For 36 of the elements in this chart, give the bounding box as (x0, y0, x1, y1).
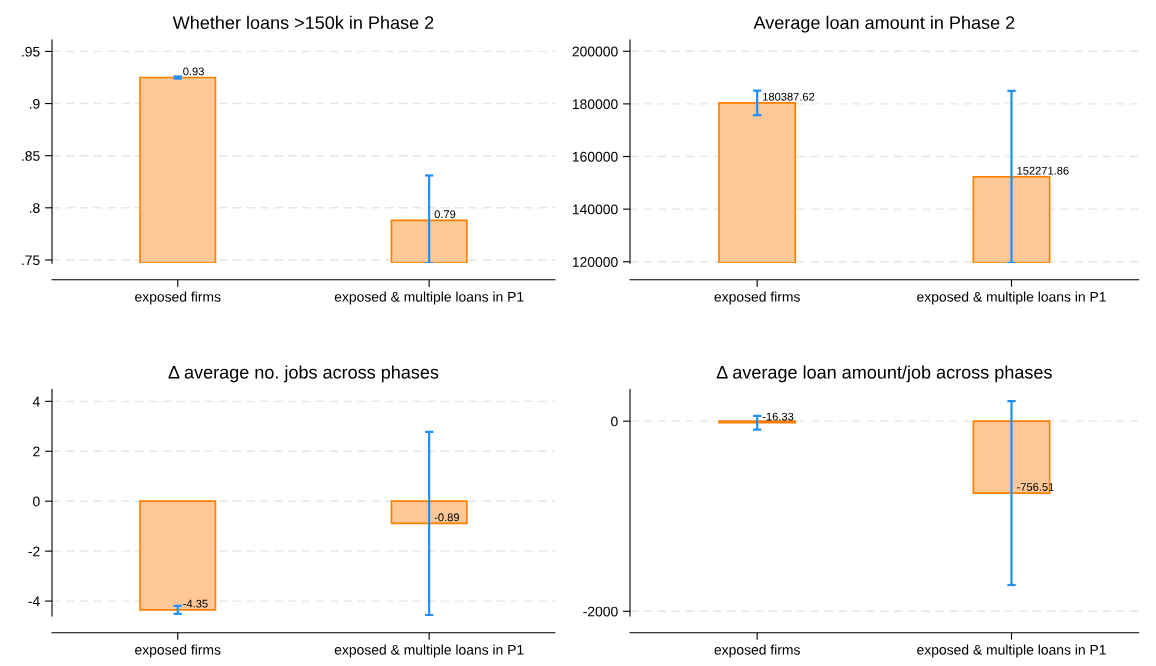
data-label: -4.35 (183, 599, 208, 608)
x-tick-label: exposed firms (135, 644, 221, 658)
x-tick-label: exposed firms (135, 291, 221, 305)
data-label: 180387.62 (763, 92, 815, 101)
data-label: 152271.86 (1017, 166, 1069, 175)
y-tick-label: -2 (28, 546, 40, 557)
x-tick-label: exposed & multiple loans in P1 (334, 644, 524, 658)
y-tick-label: 160000 (572, 151, 618, 162)
chart-title: Δ average loan amount/job across phases (716, 365, 1052, 383)
data-label: -0.89 (434, 513, 459, 522)
y-tick-label: 2 (33, 446, 40, 457)
y-tick-label: 180000 (572, 99, 618, 110)
y-tick-label: 0 (611, 416, 618, 427)
x-tick-label: exposed & multiple loans in P1 (917, 644, 1106, 658)
y-tick-label: 0 (33, 496, 40, 507)
y-tick-label: -4 (28, 596, 40, 607)
x-tick-label: exposed firms (714, 291, 800, 305)
y-tick-label: 140000 (572, 204, 618, 215)
y-tick-label: 4 (32, 396, 40, 407)
chart-title: Whether loans >150k in Phase 2 (172, 15, 434, 30)
chart-title: Average loan amount in Phase 2 (753, 15, 1015, 33)
y-tick-label: 120000 (572, 257, 618, 267)
data-label: -16.33 (762, 412, 794, 421)
data-label: 0.79 (434, 210, 456, 219)
y-tick-label: .9 (29, 98, 40, 109)
y-tick-label: 200000 (572, 46, 618, 57)
y-tick-label: .85 (22, 151, 40, 161)
chart-title: Δ average no. jobs across phases (168, 365, 439, 383)
x-tick-label: exposed & multiple loans in P1 (917, 291, 1106, 305)
y-tick-label: .8 (29, 203, 40, 213)
y-tick-label: .95 (22, 46, 40, 57)
y-tick-label: -2000 (583, 606, 618, 617)
y-tick-label: .75 (22, 255, 40, 266)
x-tick-label: exposed & multiple loans in P1 (334, 291, 524, 305)
x-tick-label: exposed firms (714, 644, 800, 658)
data-label: 0.93 (183, 67, 204, 76)
